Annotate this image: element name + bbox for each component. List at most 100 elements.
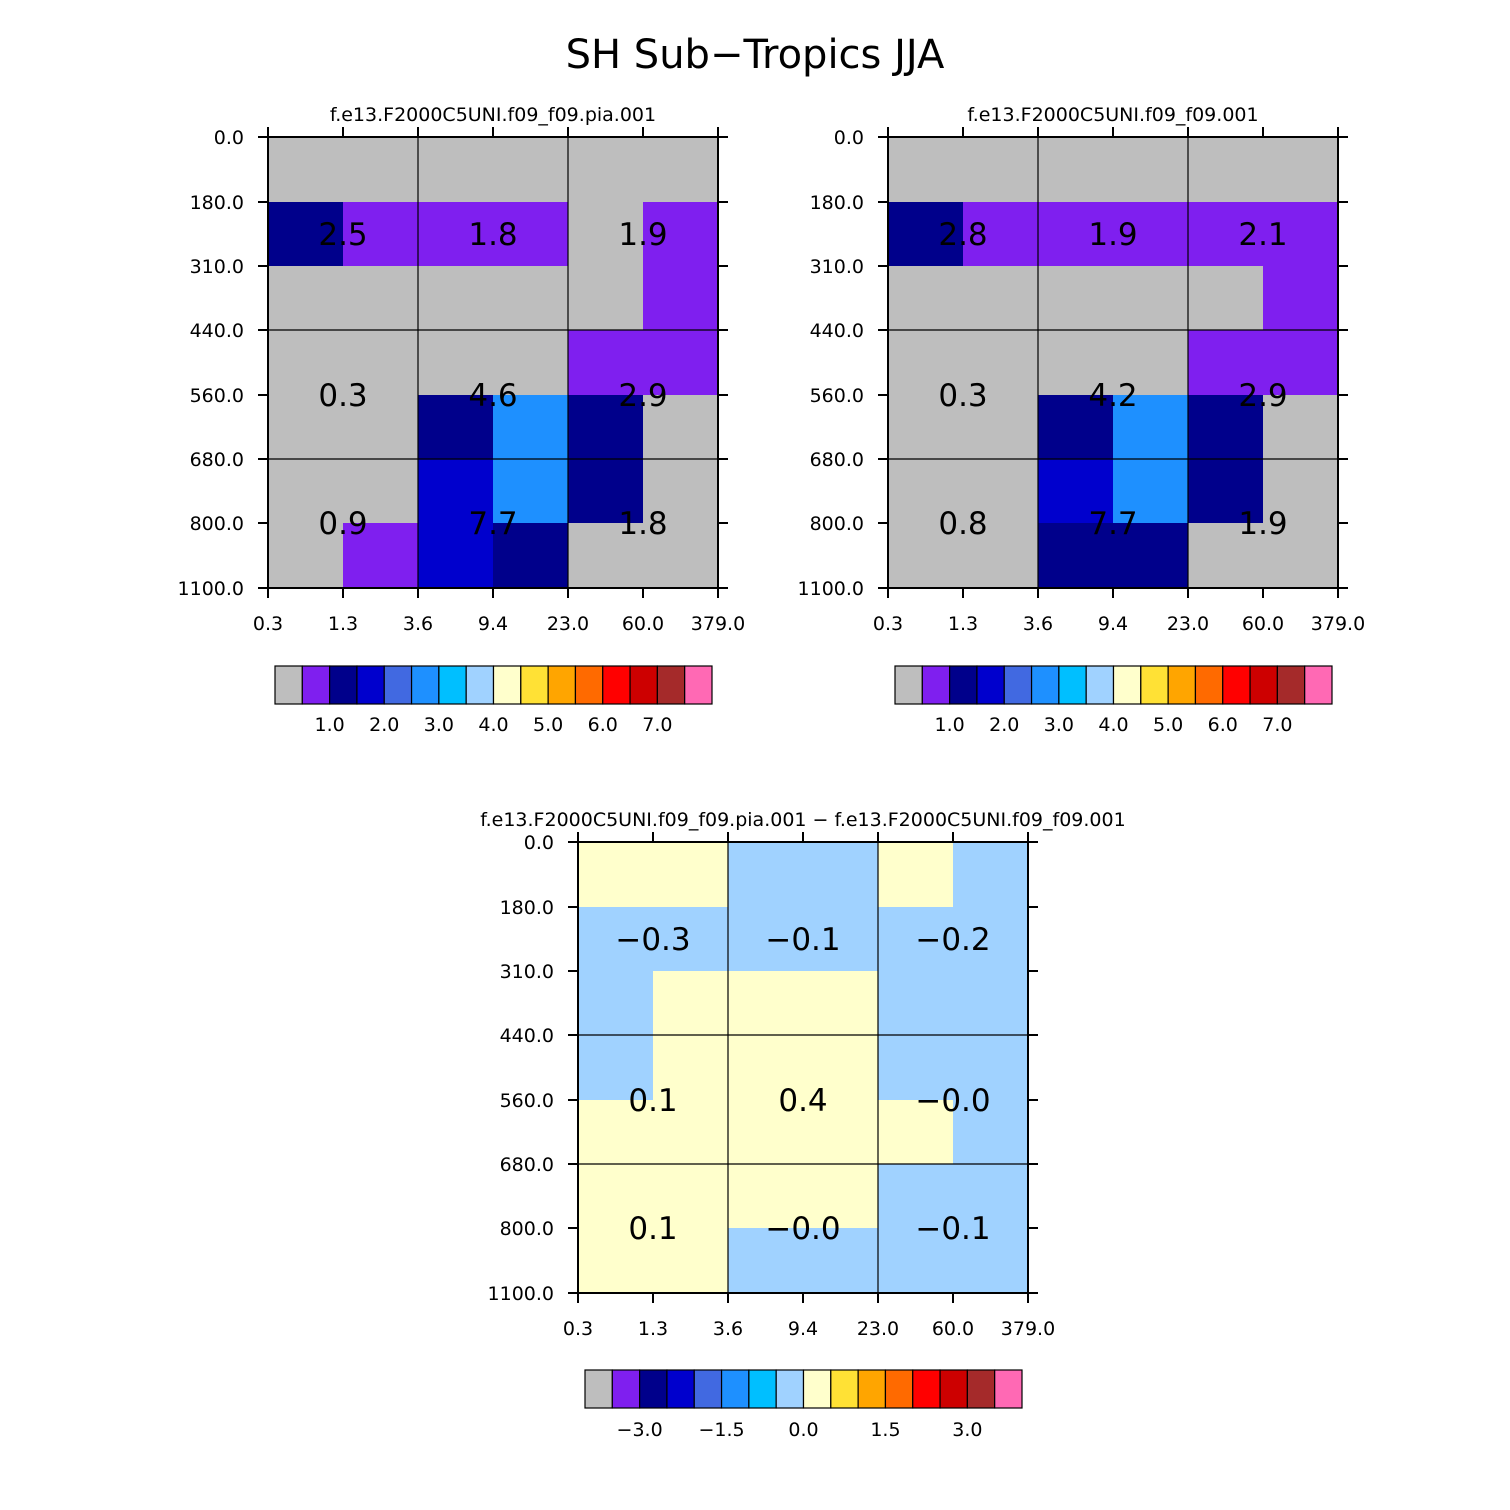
- heatmap-cell: [878, 907, 954, 972]
- heatmap-cell: [1113, 266, 1189, 331]
- heatmap-cell: [493, 330, 569, 396]
- colorbar-swatch: [894, 665, 923, 705]
- heatmap-cell: [888, 395, 964, 460]
- heatmap-cell: [343, 202, 419, 267]
- heatmap-cell: [653, 907, 729, 972]
- heatmap-cell: [643, 202, 719, 267]
- x-tick-label: 379.0: [691, 613, 745, 635]
- y-tick-label: 680.0: [500, 1154, 554, 1176]
- colorbar-swatch: [301, 665, 331, 705]
- colorbar-swatch: [748, 1369, 777, 1409]
- y-tick-label: 310.0: [810, 256, 864, 278]
- colorbar-swatch: [438, 665, 467, 705]
- heatmap-cell: [963, 330, 1039, 396]
- heatmap-cell: [343, 459, 419, 524]
- heatmap-cell: [878, 1164, 954, 1229]
- heatmap-cell: [888, 523, 964, 589]
- box-value-label: 7.7: [468, 506, 517, 542]
- colorbar-label: 7.0: [642, 714, 672, 736]
- colorbar-swatch: [912, 1369, 941, 1409]
- heatmap-cell: [643, 395, 719, 460]
- colorbar-swatch: [1249, 665, 1278, 705]
- heatmap-cell: [568, 395, 644, 460]
- heatmap-cell: [578, 1164, 654, 1229]
- box-value-label: 0.8: [938, 506, 987, 542]
- heatmap-panel-2: f.e13.F2000C5UNI.f09_f09.001 2.8 1.9 2.1 0.3…: [798, 104, 1366, 736]
- heatmap-cell: [803, 971, 879, 1036]
- heatmap-cell: [953, 971, 1029, 1036]
- colorbar-label: 3.0: [1044, 714, 1074, 736]
- heatmap-cell: [878, 1100, 954, 1165]
- x-tick-label: 3.6: [1023, 613, 1053, 635]
- x-tick-label: 379.0: [1001, 1318, 1055, 1340]
- colorbar-swatch: [802, 1369, 832, 1409]
- colorbar-swatch: [1003, 665, 1033, 705]
- colorbar-swatch: [1140, 665, 1169, 705]
- heatmap-cell: [1188, 459, 1264, 524]
- colorbar-label: 5.0: [1153, 714, 1183, 736]
- colorbar-swatch: [639, 1369, 668, 1409]
- heatmap-cell: [568, 266, 644, 331]
- heatmap-cell: [1113, 330, 1189, 396]
- box-value-label: 2.1: [1238, 217, 1287, 253]
- heatmap-cell: [418, 202, 494, 267]
- heatmap-cell: [963, 459, 1039, 524]
- y-tick-label: 800.0: [810, 513, 864, 535]
- box-value-label: 7.7: [1088, 506, 1137, 542]
- x-tick-label: 1.3: [638, 1318, 668, 1340]
- box-value-label: −0.2: [915, 922, 990, 958]
- colorbar-swatch: [383, 665, 413, 705]
- panel-title: f.e13.F2000C5UNI.f09_f09.pia.001: [330, 104, 656, 126]
- heatmap-cell: [643, 137, 719, 203]
- heatmap-cell: [888, 459, 964, 524]
- colorbar-label: 1.0: [315, 714, 345, 736]
- colorbar-swatch: [775, 1369, 805, 1409]
- heatmap-cell: [418, 459, 494, 524]
- heatmap-cell: [653, 1164, 729, 1229]
- colorbar-swatch: [830, 1369, 859, 1409]
- box-value-label: 0.1: [628, 1211, 677, 1247]
- heatmap-cell: [728, 1035, 804, 1101]
- heatmap-cell: [418, 330, 494, 396]
- heatmap-cell: [803, 1164, 879, 1229]
- box-value-label: 1.8: [468, 217, 517, 253]
- colorbar-swatch: [1304, 665, 1333, 705]
- y-tick-label: 0.0: [834, 127, 864, 149]
- heatmap-cell: [1263, 202, 1339, 267]
- x-tick-label: 60.0: [1242, 613, 1284, 635]
- colorbar-swatch: [857, 1369, 887, 1409]
- heatmap-cell: [803, 1100, 879, 1165]
- colorbar-label: −3.0: [617, 1419, 663, 1441]
- heatmap-cell: [963, 395, 1039, 460]
- box-value-label: −0.1: [915, 1211, 990, 1247]
- colorbar-swatch: [1276, 665, 1306, 705]
- y-tick-label: 440.0: [810, 320, 864, 342]
- heatmap-cell: [578, 842, 654, 908]
- colorbar-label: 1.0: [935, 714, 965, 736]
- heatmap-cell: [1038, 395, 1114, 460]
- heatmap-cell: [568, 523, 644, 589]
- heatmap-cell: [418, 266, 494, 331]
- colorbar-swatch: [492, 665, 522, 705]
- box-value-label: 0.4: [778, 1083, 827, 1119]
- box-value-label: 2.9: [1238, 378, 1287, 414]
- heatmap-cell: [963, 266, 1039, 331]
- x-tick-label: 9.4: [788, 1318, 818, 1340]
- x-tick-label: 3.6: [403, 613, 433, 635]
- heatmap-cell: [1188, 202, 1264, 267]
- heatmap-cell: [1188, 137, 1264, 203]
- heatmap-cell: [1263, 266, 1339, 331]
- heatmap-cell: [1113, 137, 1189, 203]
- heatmap-cell: [803, 1035, 879, 1101]
- colorbar-swatch: [939, 1369, 968, 1409]
- colorbar-label: 4.0: [478, 714, 508, 736]
- heatmap-cell: [728, 907, 804, 972]
- y-tick-label: 680.0: [190, 449, 244, 471]
- heatmap-cell: [578, 1228, 654, 1294]
- heatmap-cell: [343, 395, 419, 460]
- heatmap-panel-1: f.e13.F2000C5UNI.f09_f09.pia.001 2.5 1.8 1.…: [178, 104, 746, 736]
- heatmap-cell: [953, 1035, 1029, 1101]
- heatmap-cell: [963, 523, 1039, 589]
- figure-title: SH Sub−Tropics JJA: [566, 32, 945, 78]
